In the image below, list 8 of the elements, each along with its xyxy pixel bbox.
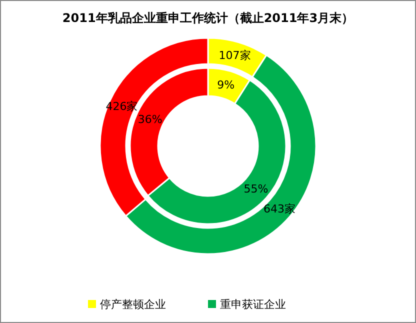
data-label: 36% (138, 112, 162, 126)
legend-label: 重申获证企业 (220, 298, 286, 311)
data-label: 9% (217, 78, 235, 92)
data-label: 643家 (264, 202, 296, 216)
data-label: 55% (244, 182, 268, 196)
legend-label: 停产整顿企业 (100, 298, 166, 311)
chart-title: 2011年乳品企业重申工作统计（截止2011年3月末） (62, 11, 354, 25)
data-label: 107家 (218, 48, 251, 62)
